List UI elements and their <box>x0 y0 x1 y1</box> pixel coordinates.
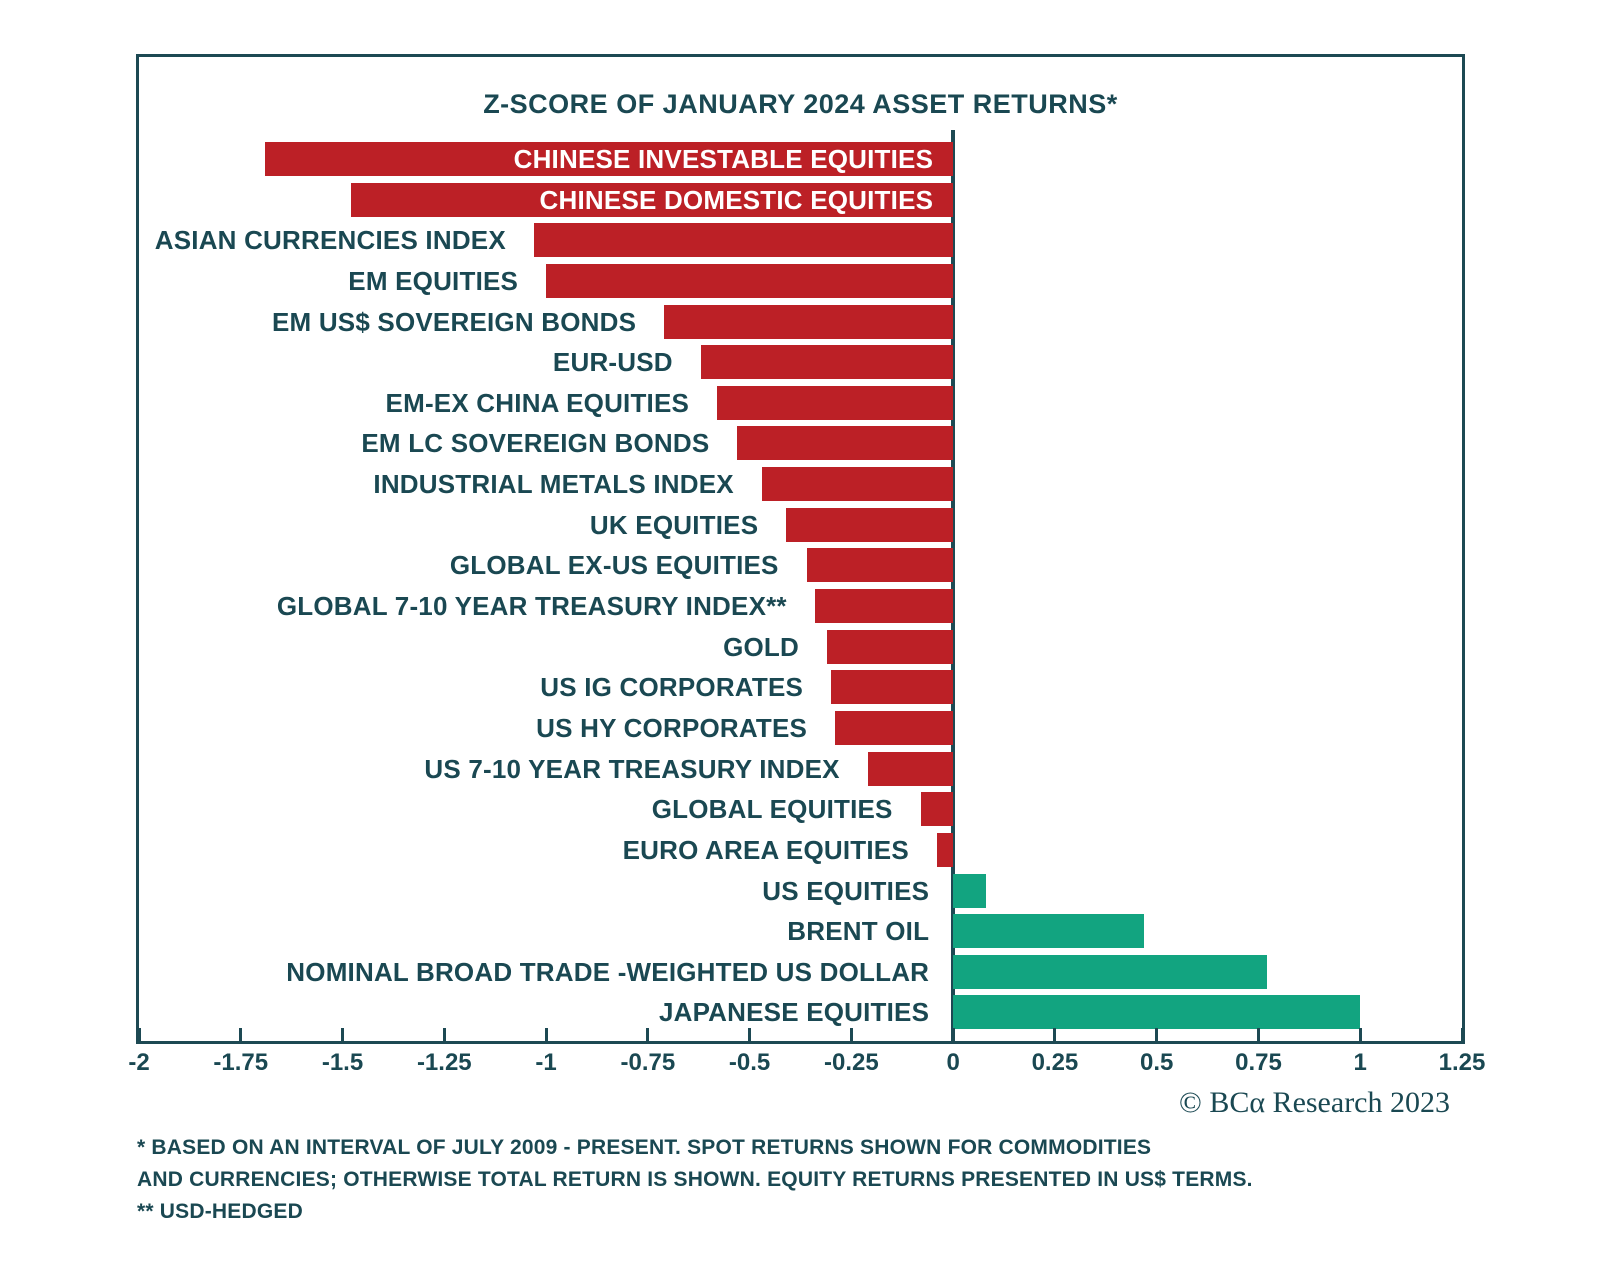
x-axis-tick-label: -0.25 <box>824 1049 879 1076</box>
bar <box>664 305 954 339</box>
plot-area: CHINESE INVESTABLE EQUITIES CHINESE DOMES… <box>137 57 1464 1041</box>
bar-label: GLOBAL EX-US EQUITIES <box>449 550 779 580</box>
bar-label: EURO AREA EQUITIES <box>622 835 909 865</box>
x-axis-tick-label: -1.25 <box>416 1049 472 1076</box>
x-axis-tick <box>849 1028 853 1041</box>
x-axis-tick <box>1358 1028 1362 1041</box>
bar <box>806 548 954 582</box>
plot-frame: Z-SCORE OF JANUARY 2024 ASSET RETURNS* C… <box>136 54 1465 1044</box>
bar <box>717 386 954 420</box>
x-axis-tick <box>951 1028 955 1041</box>
x-axis-tick-label: -2 <box>128 1049 150 1076</box>
zero-baseline <box>951 130 956 1041</box>
bar <box>826 630 954 664</box>
bar <box>835 711 954 745</box>
bar-label: EUR-USD <box>552 347 673 377</box>
chart-title: Z-SCORE OF JANUARY 2024 ASSET RETURNS* <box>483 89 1118 119</box>
footnote-line: AND CURRENCIES; OTHERWISE TOTAL RETURN I… <box>137 1168 1253 1191</box>
x-axis-tick-label: -1 <box>535 1049 557 1076</box>
bar-label: US HY CORPORATES <box>536 713 808 743</box>
bar-label: CHINESE INVESTABLE EQUITIES <box>513 144 934 174</box>
bar <box>953 914 1145 948</box>
x-axis-tick-label: 1 <box>1353 1049 1367 1076</box>
x-axis-tick-label: 0.75 <box>1235 1049 1282 1076</box>
x-axis-tick <box>442 1028 446 1041</box>
bar <box>737 426 954 460</box>
x-axis-tick-label: -1.5 <box>321 1049 364 1076</box>
x-axis-tick <box>1256 1028 1260 1041</box>
bar <box>546 264 954 298</box>
bar <box>786 508 954 542</box>
bar <box>265 142 954 176</box>
bar-label: INDUSTRIAL METALS INDEX <box>373 469 734 499</box>
x-axis-tick <box>1053 1028 1057 1041</box>
bar <box>953 955 1267 989</box>
x-axis-tick <box>646 1028 650 1041</box>
bar-label: EM EQUITIES <box>348 266 519 296</box>
bar-label: US 7-10 YEAR TREASURY INDEX <box>424 754 840 784</box>
bar <box>920 792 954 826</box>
bar <box>761 467 954 501</box>
bar <box>953 995 1361 1029</box>
x-axis-tick-label: 0 <box>946 1049 960 1076</box>
bar-label: EM LC SOVEREIGN BONDS <box>361 428 710 458</box>
x-axis-tick <box>341 1028 345 1041</box>
bar-label: US IG CORPORATES <box>540 672 804 702</box>
bar-label: US EQUITIES <box>762 876 930 906</box>
x-axis-tick <box>137 1028 141 1041</box>
bar <box>700 345 954 379</box>
bar-label: GLOBAL 7-10 YEAR TREASURY INDEX** <box>276 591 787 621</box>
x-axis-tick <box>748 1028 752 1041</box>
footnotes: * BASED ON AN INTERVAL OF JULY 2009 - PR… <box>137 1132 1437 1228</box>
bar-label: EM US$ SOVEREIGN BONDS <box>272 307 637 337</box>
bar-label: CHINESE DOMESTIC EQUITIES <box>539 185 934 215</box>
x-axis-tick-label: 0.5 <box>1140 1049 1174 1076</box>
copyright-notice: © BCα Research 2023 <box>1179 1086 1450 1119</box>
bar-label: JAPANESE EQUITIES <box>658 997 930 1027</box>
bar-label: NOMINAL BROAD TRADE -WEIGHTED US DOLLAR <box>286 957 930 987</box>
bar <box>814 589 954 623</box>
x-axis-tick-label: 1.25 <box>1438 1049 1486 1076</box>
x-axis-tick <box>1460 1028 1464 1041</box>
bar <box>936 833 954 867</box>
bar <box>350 183 954 217</box>
bar-label: EM-EX CHINA EQUITIES <box>385 388 690 418</box>
bar-label: UK EQUITIES <box>589 510 759 540</box>
bar <box>831 670 954 704</box>
bar <box>953 874 986 908</box>
x-axis-tick-label: 0.25 <box>1031 1049 1079 1076</box>
bar <box>533 223 954 257</box>
bar-label: ASIAN CURRENCIES INDEX <box>154 225 506 255</box>
bar <box>867 752 954 786</box>
x-axis: -2 -1.75 -1.5 -1.25 -1 -0.75 -0.5 -0.25 0 0.25 0.5… <box>128 1049 1485 1081</box>
bar-label: BRENT OIL <box>787 916 930 946</box>
x-axis-tick-label: -0.75 <box>620 1049 676 1076</box>
x-axis-tick <box>239 1028 243 1041</box>
footnote-line: * BASED ON AN INTERVAL OF JULY 2009 - PR… <box>137 1136 1152 1159</box>
x-axis-tick-label: -0.5 <box>728 1049 771 1076</box>
footnote-line: ** USD-HEDGED <box>137 1200 303 1223</box>
x-axis-tick <box>1155 1028 1159 1041</box>
x-axis-tick <box>544 1028 548 1041</box>
bar-label: GOLD <box>723 632 799 662</box>
x-axis-tick-label: -1.75 <box>213 1049 269 1076</box>
bar-label: GLOBAL EQUITIES <box>651 794 893 824</box>
